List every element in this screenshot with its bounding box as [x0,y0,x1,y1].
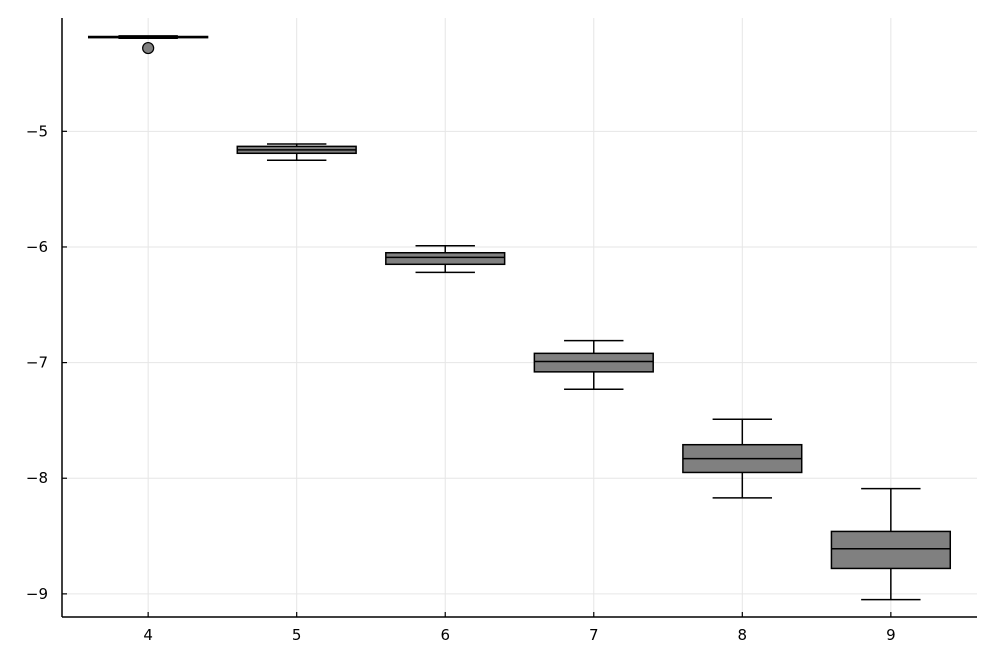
axes [61,18,977,618]
x-tick-label: 6 [440,626,450,644]
y-tick-label: −7 [26,354,48,372]
box-9 [830,530,952,570]
box-6 [385,251,506,266]
outlier-point [142,41,155,55]
box-group-8 [682,418,803,499]
y-tick-label: −8 [26,469,48,487]
x-tick-label: 7 [589,626,599,644]
box-group-7 [533,339,654,390]
y-gridlines [62,130,977,595]
box-group-4 [87,35,209,55]
x-gridlines [147,18,892,617]
x-ticks: 4 5 6 7 8 9 [143,612,896,644]
y-ticks: −9 −8 −7 −6 −5 [26,122,67,603]
x-tick-label: 5 [292,626,302,644]
box-group-9 [830,487,952,601]
y-tick-label: −5 [26,122,48,140]
box-series [87,35,952,601]
x-tick-label: 9 [886,626,896,644]
box-group-5 [236,143,357,161]
x-tick-label: 4 [143,626,153,644]
x-tick-label: 8 [738,626,748,644]
box-group-6 [385,245,506,274]
box-7 [533,352,654,373]
y-tick-label: −9 [26,585,48,603]
y-tick-label: −6 [26,238,48,256]
